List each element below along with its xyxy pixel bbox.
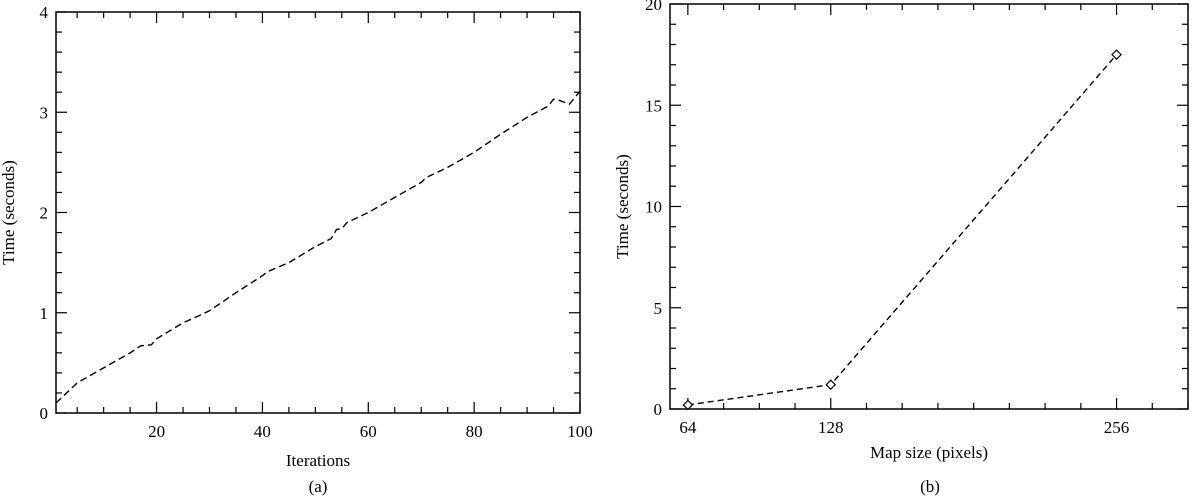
y-tick-label: 20 (645, 0, 662, 14)
x-tick-label: 20 (148, 422, 165, 441)
series-line (687, 54, 1118, 406)
y-tick-label: 10 (645, 198, 662, 217)
y-axis-label: Time (seconds) (613, 154, 632, 259)
plot-frame (669, 3, 1189, 410)
data-point (825, 379, 837, 391)
panel-caption: (b) (920, 477, 940, 496)
y-tick-label: 1 (40, 304, 49, 323)
y-tick-label: 3 (40, 103, 49, 122)
x-tick-label: 64 (679, 418, 697, 437)
y-tick-label: 0 (654, 400, 663, 419)
y-axis-label: Time (seconds) (0, 160, 18, 265)
y-tick-label: 4 (40, 3, 49, 22)
chart-panel-b: 0 5 10 15 20 64 128 256 Map size (pixels) Time (s… (613, 0, 1189, 496)
data-point (1111, 49, 1122, 60)
x-tick-label: 80 (466, 422, 483, 441)
data-point (682, 399, 694, 411)
y-tick-label: 15 (645, 96, 662, 115)
panel-caption: (a) (309, 477, 328, 496)
y-tick-label: 2 (40, 204, 49, 223)
x-axis-label: Map size (pixels) (870, 443, 988, 462)
x-tick-label: 256 (1104, 418, 1130, 437)
y-tick-label: 0 (40, 404, 49, 423)
x-tick-label: 100 (567, 422, 593, 441)
x-axis-label: Iterations (286, 451, 350, 470)
x-tick-label: 128 (818, 418, 844, 437)
chart-panel-a: 0 1 2 3 4 20 40 60 80 100 Iterations Time (seconds)… (0, 3, 593, 496)
x-tick-label: 60 (360, 422, 377, 441)
series-line (55, 90, 581, 404)
x-tick-label: 40 (254, 422, 271, 441)
plot-frame (55, 11, 581, 414)
y-tick-label: 5 (654, 299, 663, 318)
